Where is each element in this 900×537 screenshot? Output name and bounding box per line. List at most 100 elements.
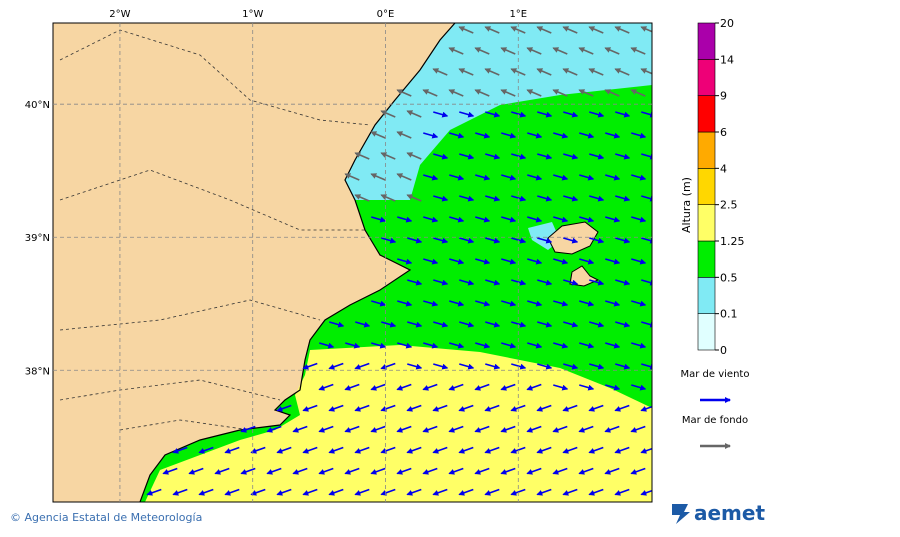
arrow [422,467,438,475]
arrow [371,216,387,223]
arrow [537,279,553,286]
colorbar-segment [697,277,716,314]
arrow [302,488,318,496]
arrow [345,342,361,349]
arrow [381,321,397,328]
colorbar-label: 2.5 [720,199,738,212]
arrow [459,153,475,160]
arrow [553,258,569,265]
arrow [641,363,652,370]
arrow [640,68,652,75]
arrow [423,300,439,307]
arrow [396,173,412,181]
arrow [250,446,266,454]
arrow [406,194,422,202]
arrow [552,89,568,97]
arrow [371,300,387,307]
arrow [475,174,491,181]
arrow [397,300,413,307]
arrow [397,342,413,349]
arrow [344,383,360,391]
arrow [589,153,605,160]
arrow [537,153,553,160]
arrow [354,488,370,496]
arrow [432,404,448,412]
colorbar-segment [697,95,716,133]
arrow [448,425,464,433]
arrow [630,467,646,475]
arrow [276,404,292,412]
lon-label: 1°E [509,9,527,20]
arrow [605,216,621,223]
logo-icon [672,504,690,524]
arrow [459,111,475,118]
arrow [448,47,464,55]
arrow [474,47,490,55]
arrow [475,342,491,349]
arrow [302,446,318,454]
arrow [302,362,318,370]
arrow [588,68,604,76]
wind-arrows [146,26,652,496]
arrow [484,26,500,34]
arrow [604,89,620,97]
arrow [396,131,412,139]
arrow [641,279,652,286]
arrow [458,26,474,34]
arrow [329,321,345,328]
arrow [485,279,501,286]
colorbar-label: 20 [720,17,734,30]
arrow [485,321,501,328]
arrow [526,47,542,55]
arrow [449,174,465,181]
arrow [433,279,449,286]
arrow [536,446,552,454]
arrow [552,467,568,475]
arrow [397,258,413,265]
arrow [407,279,423,286]
arrow [354,152,370,160]
arrow [562,68,578,76]
arrow [406,446,422,454]
arrow [563,321,579,328]
arrow [475,216,491,223]
arrow [407,321,423,328]
arrow [527,300,543,307]
arrow [396,89,412,97]
arrow [380,194,396,202]
arrow [475,300,491,307]
arrow [553,174,569,181]
arrow [240,467,256,475]
arrow [579,342,595,349]
arrow [641,237,652,244]
arrow [641,111,652,118]
arrow [318,467,334,475]
arrow [458,404,474,412]
lat-label: 39°N [25,233,50,244]
arrow [588,404,604,412]
legend-label: Mar de viento [681,369,750,380]
arrow [266,425,282,433]
arrow [370,383,386,391]
arrow [614,68,630,76]
arrow [630,47,646,55]
arrow [354,446,370,454]
arrow [406,110,422,118]
arrow [537,363,553,370]
arrow [588,488,604,496]
arrow [553,216,569,223]
arrow [433,111,449,118]
arrow [397,216,413,223]
arrow [640,405,652,412]
arrow [449,216,465,223]
arrow [396,425,412,433]
arrow [407,363,423,370]
arrow [354,362,370,370]
colorbar-label: 0.1 [720,308,738,321]
arrow [266,467,282,475]
arrow [615,153,631,160]
arrow [449,342,465,349]
arrow [578,47,594,55]
arrow [631,132,647,139]
arrow [458,488,474,496]
